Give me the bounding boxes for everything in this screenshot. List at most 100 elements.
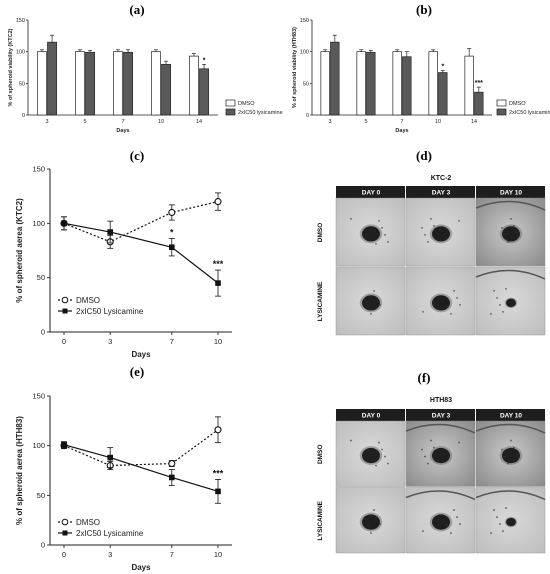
cell-debris [507, 240, 509, 243]
significance-label: *** [475, 80, 483, 87]
cell-debris [381, 226, 383, 229]
cell-debris [504, 233, 506, 236]
column-header: DAY 10 [500, 190, 522, 197]
cell-debris [447, 305, 449, 308]
column-header-bg [476, 186, 545, 198]
cell-debris [458, 441, 460, 444]
column-header: DAY 10 [500, 413, 522, 420]
x-tick-label: 10 [214, 337, 222, 346]
data-point [61, 441, 67, 448]
bar [75, 51, 85, 116]
y-tick-label: 50 [19, 81, 25, 87]
y-tick-label: 100 [16, 50, 25, 56]
y-axis-label: % of spheroid aerea (KTC2) [15, 198, 24, 303]
x-tick-label: 3 [108, 550, 112, 559]
x-axis-label: Days [131, 350, 151, 359]
bar [366, 51, 376, 116]
panel-label-f: (f) [418, 370, 431, 385]
x-tick-label: 3 [328, 119, 331, 125]
bar-chart-a: 0 50 100 150% of spheroid viability (KTC2) 3… [8, 18, 283, 134]
cell-debris [364, 518, 366, 520]
legend-marker [62, 308, 68, 314]
bar [47, 41, 57, 116]
y-tick-label: 0 [41, 541, 45, 550]
bar [474, 91, 484, 116]
y-tick-label: 150 [32, 392, 45, 401]
column-header-bg [476, 409, 545, 421]
cell-debris [375, 464, 377, 467]
well-edge [475, 269, 546, 280]
cell-debris [499, 523, 501, 525]
row-header: LYSICAMINE [317, 281, 324, 321]
micrograph-title: KTC-2 [431, 175, 452, 182]
data-point [61, 220, 67, 227]
row-header: LYSICAMINE [317, 500, 324, 540]
column-header: DAY 3 [432, 190, 451, 197]
data-point [214, 198, 222, 206]
data-point [107, 454, 113, 461]
data-point [215, 280, 221, 286]
legend-label: 2xIC50 Lysicamine [76, 307, 144, 316]
cell-debris [421, 226, 423, 229]
cell-debris [510, 439, 512, 442]
bar [189, 55, 199, 116]
spheroid [502, 226, 520, 242]
cell-debris [422, 310, 424, 313]
significance-label: * [170, 228, 174, 238]
column-header: DAY 0 [362, 190, 381, 197]
cell-debris [513, 224, 515, 227]
cell-debris [501, 226, 503, 229]
cell-debris [350, 217, 352, 220]
series-line [63, 444, 219, 492]
x-tick-label: 7 [170, 337, 174, 346]
cell-debris [496, 516, 498, 518]
significance-label: *** [213, 468, 224, 478]
x-axis-label: Days [131, 563, 151, 572]
x-tick-label: 10 [435, 119, 441, 125]
cell-debris [499, 303, 501, 306]
cell-debris [504, 455, 506, 458]
spheroid [362, 295, 380, 311]
spheroid [506, 517, 516, 527]
y-tick-label: 50 [37, 491, 45, 500]
bar [151, 51, 161, 116]
legend-marker [61, 296, 69, 304]
bar [37, 51, 47, 116]
data-point [168, 208, 176, 217]
legend-label: DMSO [238, 101, 255, 107]
significance-label: * [203, 57, 206, 64]
panel-label-d: (d) [416, 148, 432, 163]
cell-debris [496, 296, 498, 299]
cell-debris [505, 507, 507, 509]
cell-debris [459, 523, 461, 525]
row-header: DMSO [317, 445, 324, 465]
x-tick-label: 5 [364, 119, 367, 125]
cell-debris [387, 240, 389, 243]
cell-debris [516, 231, 518, 234]
cell-debris [513, 446, 515, 449]
bar [464, 55, 474, 116]
panel-label-e: (e) [130, 364, 144, 379]
legend-label: 2xIC50 lysicamine [238, 110, 283, 116]
cell-debris [370, 312, 372, 315]
cell-debris [430, 217, 432, 220]
cell-debris [502, 310, 504, 313]
y-tick-label: 0 [306, 113, 309, 119]
y-tick-label: 150 [16, 18, 25, 24]
cell-debris [502, 530, 504, 532]
cell-debris [370, 532, 372, 534]
bar [356, 51, 366, 116]
spheroid [432, 514, 450, 530]
y-tick-label: 0 [41, 328, 45, 337]
x-tick-label: 10 [158, 119, 164, 125]
series-line [63, 222, 219, 284]
x-tick-label: 14 [471, 119, 477, 125]
legend-marker [61, 518, 69, 526]
well-edge [475, 423, 546, 434]
x-axis-label: Days [395, 128, 408, 134]
cell-debris [507, 462, 509, 465]
data-point [214, 426, 222, 434]
column-header-bg [336, 409, 405, 421]
cell-debris [421, 448, 423, 451]
y-tick-label: 150 [300, 18, 309, 24]
